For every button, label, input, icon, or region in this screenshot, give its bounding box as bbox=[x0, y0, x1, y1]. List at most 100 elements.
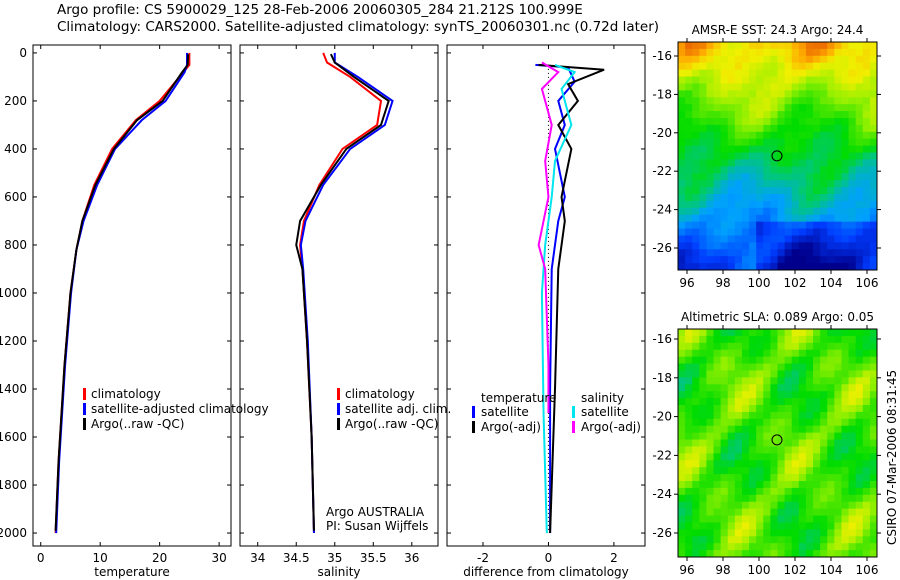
map-cell bbox=[741, 173, 750, 181]
map-cell bbox=[678, 152, 686, 160]
map-cell bbox=[798, 138, 807, 147]
map-cell bbox=[841, 263, 850, 271]
map-cell bbox=[713, 48, 722, 57]
map-cell bbox=[706, 221, 715, 230]
map-cell bbox=[749, 124, 757, 133]
map-cell bbox=[848, 411, 857, 420]
map-cell bbox=[848, 377, 857, 385]
map-cell bbox=[770, 235, 778, 243]
map-cell bbox=[678, 536, 686, 544]
map-cell bbox=[699, 228, 707, 236]
map-cell bbox=[678, 180, 686, 188]
map-cell bbox=[820, 131, 828, 140]
map-cell bbox=[784, 69, 793, 78]
map-cell bbox=[763, 494, 771, 503]
map-cell bbox=[777, 159, 786, 167]
map-cell bbox=[813, 391, 821, 399]
map-cell bbox=[734, 200, 743, 209]
map-cell bbox=[855, 467, 864, 475]
map-cell bbox=[727, 90, 736, 98]
map-cell bbox=[756, 467, 764, 475]
map-cell bbox=[791, 418, 800, 427]
map-cell bbox=[706, 76, 715, 84]
map-cell bbox=[727, 418, 736, 427]
map-cell bbox=[685, 508, 693, 517]
map-cell bbox=[820, 76, 828, 84]
map-cell bbox=[798, 90, 807, 98]
map-cell bbox=[798, 508, 807, 517]
map-cell bbox=[678, 249, 686, 257]
map-cell bbox=[734, 543, 743, 551]
map-cell bbox=[855, 124, 864, 133]
map-cell bbox=[706, 342, 715, 351]
map-cell bbox=[685, 515, 693, 523]
map-cell bbox=[855, 474, 864, 482]
map-cell bbox=[699, 159, 707, 167]
map-cell bbox=[692, 118, 700, 126]
map-cell bbox=[734, 228, 743, 236]
map-cell bbox=[862, 335, 871, 344]
map-cell bbox=[713, 69, 722, 78]
map-cell bbox=[763, 111, 771, 119]
map-cell bbox=[791, 481, 800, 489]
map-cell bbox=[841, 194, 850, 202]
map-cell bbox=[777, 329, 786, 337]
map-cell bbox=[855, 391, 864, 399]
map-cell bbox=[706, 152, 715, 160]
map-cell bbox=[869, 411, 878, 420]
map-cell bbox=[749, 242, 757, 250]
map-cell bbox=[820, 425, 828, 434]
map-cell bbox=[777, 145, 786, 154]
map-cell bbox=[699, 90, 707, 98]
map-cell bbox=[834, 335, 842, 344]
map-cell bbox=[805, 453, 814, 461]
map-cell bbox=[727, 118, 736, 126]
map-cell bbox=[706, 356, 715, 365]
map-cell bbox=[713, 411, 722, 420]
map-cell bbox=[685, 453, 693, 461]
map-cell bbox=[685, 200, 693, 209]
map-cell bbox=[841, 370, 850, 378]
map-cell bbox=[678, 391, 686, 399]
map-cell bbox=[749, 460, 757, 468]
map-cell bbox=[855, 508, 864, 517]
map-cell bbox=[784, 391, 793, 399]
map-cell bbox=[713, 474, 722, 482]
map-cell bbox=[805, 214, 814, 223]
map-cell bbox=[713, 446, 722, 454]
map-cell bbox=[706, 481, 715, 489]
map-cell bbox=[841, 249, 850, 257]
map-cell bbox=[741, 111, 750, 119]
map-cell bbox=[834, 111, 842, 119]
map-cell bbox=[763, 69, 771, 78]
map-cell bbox=[741, 356, 750, 365]
map-cell bbox=[777, 543, 786, 551]
map-cell bbox=[820, 522, 828, 530]
map-cell bbox=[841, 221, 850, 230]
map-cell bbox=[862, 363, 871, 371]
map-cell bbox=[749, 467, 757, 475]
map-cell bbox=[862, 263, 871, 271]
map-cell bbox=[805, 377, 814, 385]
map-cell bbox=[699, 356, 707, 365]
map-cell bbox=[749, 235, 757, 243]
map-cell bbox=[692, 166, 700, 174]
map-cell bbox=[692, 214, 700, 223]
map-cell bbox=[813, 55, 821, 64]
map-cell bbox=[727, 83, 736, 91]
map-cell bbox=[869, 342, 878, 351]
map-cell bbox=[848, 62, 857, 71]
map-cell bbox=[713, 439, 722, 447]
map-cell bbox=[699, 138, 707, 147]
map-cell bbox=[770, 474, 778, 482]
map-cell bbox=[727, 249, 736, 257]
y-tick-label: 2000 bbox=[0, 526, 27, 540]
map-cell bbox=[813, 48, 821, 57]
map-cell bbox=[720, 515, 729, 523]
map-cell bbox=[770, 377, 778, 385]
map-cell bbox=[727, 131, 736, 140]
map-cell bbox=[798, 405, 807, 413]
map-cell bbox=[713, 76, 722, 84]
map-cell bbox=[834, 425, 842, 434]
map-cell bbox=[798, 131, 807, 140]
